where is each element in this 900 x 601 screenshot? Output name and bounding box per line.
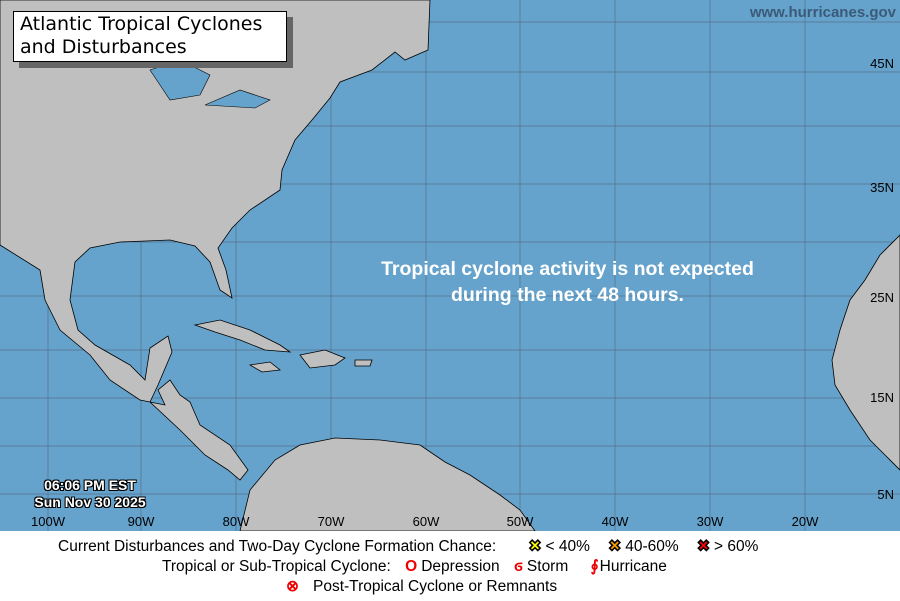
hurricane-icon: ∮ [590,558,599,575]
date-label: Sun Nov 30 2025 [34,494,146,510]
map-title: Atlantic Tropical Cyclones and Disturban… [13,11,287,62]
storm-label: Storm [526,558,569,575]
title-line-2: and Disturbances [20,36,187,58]
low-chance-x-icon: ✖ [528,538,542,556]
post-tropical-label: Post-Tropical Cyclone or Remnants [313,578,558,595]
lat-label: 25N [870,290,894,305]
depression-label: Depression [421,558,500,575]
map-graphic [0,0,900,531]
lon-label: 80W [222,514,250,529]
medium-chance-label: 40-60% [625,538,679,555]
lon-label: 70W [317,514,345,529]
outlook-message: Tropical cyclone activity is not expecte… [330,256,805,308]
medium-chance-x-icon: ✖ [608,538,622,556]
lat-label: 15N [870,390,894,405]
lon-label: 100W [31,514,65,529]
land [0,0,900,531]
lat-label: 35N [870,180,894,195]
storm-icon: ϭ [513,558,523,575]
cyclone-label: Tropical or Sub-Tropical Cyclone: [162,558,391,575]
post-tropical-icon: ⊗ [286,578,299,595]
legend: Current Disturbances and Two-Day Cyclone… [0,531,900,601]
message-line-1: Tropical cyclone activity is not expecte… [381,258,754,280]
depression-icon: O [405,558,418,575]
legend-post-tropical-row: ⊗ Post-Tropical Cyclone or Remnants [286,577,557,596]
high-chance-label: > 60% [713,538,759,555]
lon-label: 40W [601,514,629,529]
low-chance-label: < 40% [545,538,590,555]
hurricane-label: Hurricane [599,558,667,575]
lon-label: 20W [791,514,819,529]
lat-label: 5N [877,487,894,502]
lon-label: 50W [506,514,534,529]
lon-label: 30W [696,514,724,529]
disturbances-label: Current Disturbances and Two-Day Cyclone… [58,538,497,555]
legend-disturbances-row: Current Disturbances and Two-Day Cyclone… [58,537,758,556]
map: Atlantic Tropical Cyclones and Disturban… [0,0,900,531]
title-line-1: Atlantic Tropical Cyclones [20,13,263,35]
message-line-2: during the next 48 hours. [451,284,684,306]
time-label: 06:06 PM EST [44,477,136,493]
lat-label: 45N [870,56,894,71]
timestamp: 06:06 PM EST Sun Nov 30 2025 [20,477,160,511]
lon-label: 90W [127,514,155,529]
lakes [149,59,271,109]
high-chance-x-icon: ✖ [696,538,710,556]
website-link[interactable]: www.hurricanes.gov [749,4,896,21]
lon-label: 60W [412,514,440,529]
legend-cyclone-row: Tropical or Sub-Tropical Cyclone: O Depre… [162,557,667,576]
